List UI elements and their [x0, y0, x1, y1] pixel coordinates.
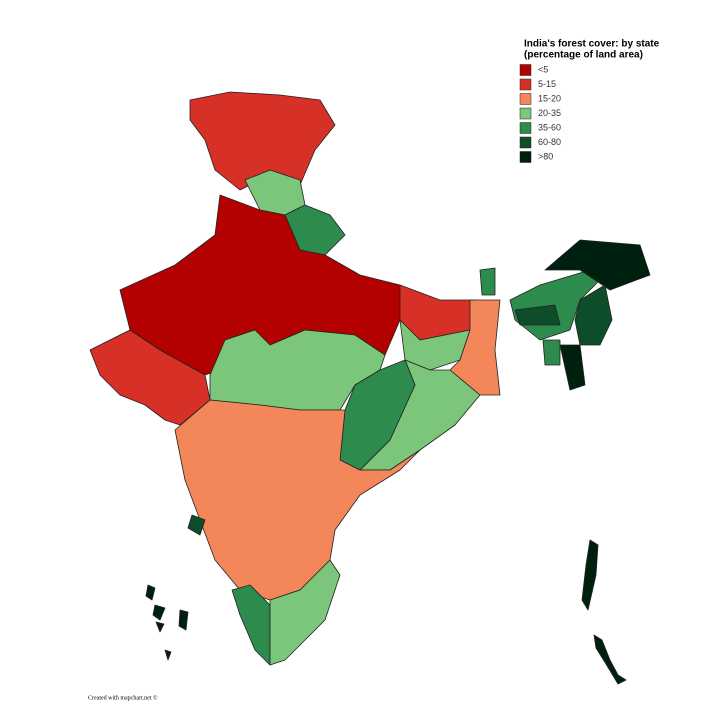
island: [145, 584, 156, 601]
state: [542, 339, 561, 366]
state: [574, 284, 613, 346]
legend-swatch: [519, 107, 532, 120]
legend-swatch: [519, 151, 532, 163]
island: [581, 539, 599, 611]
island: [178, 609, 189, 631]
island: [593, 634, 627, 685]
legend-swatch: [519, 136, 532, 149]
legend-swatch: [519, 64, 532, 76]
states: [89, 91, 651, 685]
state: [479, 267, 496, 296]
legend-swatch: [519, 93, 532, 105]
island: [152, 604, 166, 621]
credit: Created with mapchart.net ©: [88, 694, 158, 701]
legend-label: <5: [538, 64, 548, 74]
legend-label: 5-15: [538, 79, 556, 89]
legend-subtitle: (percentage of land area): [524, 50, 643, 61]
state: [544, 239, 651, 291]
island: [164, 649, 172, 661]
legend-label: >80: [538, 151, 553, 161]
state: [187, 514, 206, 536]
island: [155, 621, 165, 633]
legend-label: 35-60: [538, 122, 561, 132]
state: [559, 344, 586, 391]
legend-label: 60-80: [538, 137, 561, 147]
state: [174, 399, 421, 601]
state: [269, 559, 341, 666]
legend-swatch: [519, 122, 532, 134]
legend-title: India's forest cover: by state: [524, 39, 660, 50]
state: [89, 329, 211, 426]
legend-label: 20-35: [538, 108, 561, 118]
state: [514, 304, 561, 326]
legend-label: 15-20: [538, 93, 561, 103]
legend-swatch: [519, 78, 532, 91]
